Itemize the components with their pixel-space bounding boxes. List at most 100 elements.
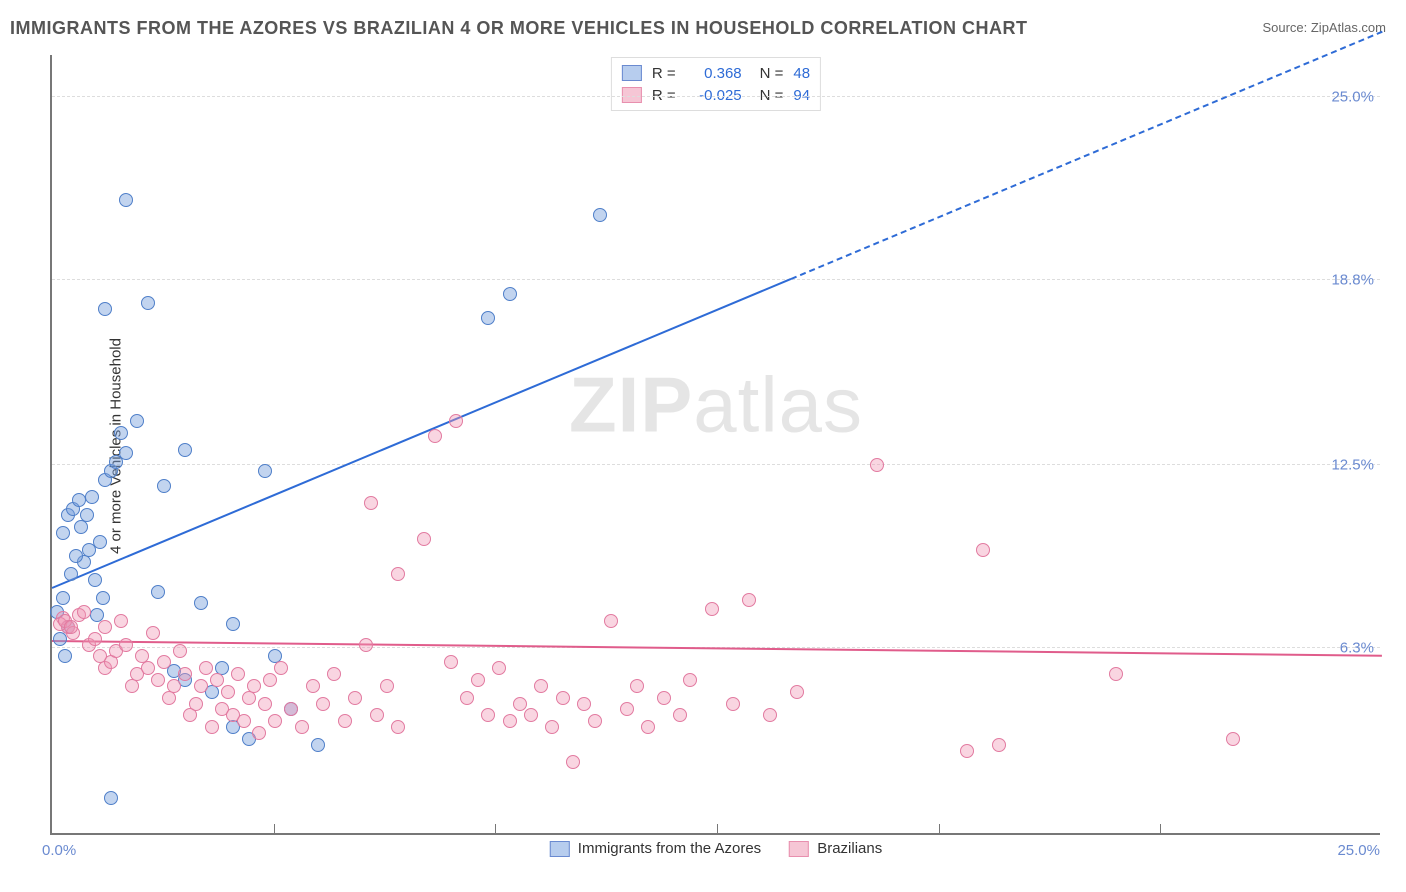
data-point	[226, 617, 240, 631]
source-attribution: Source: ZipAtlas.com	[1262, 20, 1386, 35]
data-point	[593, 208, 607, 222]
data-point	[77, 605, 91, 619]
data-point	[513, 697, 527, 711]
data-point	[178, 443, 192, 457]
data-point	[726, 697, 740, 711]
legend-swatch-brazilians	[622, 87, 642, 103]
legend-label-brazilians: Brazilians	[817, 840, 882, 857]
watermark-light: atlas	[693, 361, 863, 449]
legend-swatch-azores-icon	[550, 841, 570, 857]
data-point	[130, 414, 144, 428]
r-value-azores: 0.368	[686, 65, 742, 82]
r-value-brazilians: -0.025	[686, 87, 742, 104]
data-point	[56, 526, 70, 540]
data-point	[114, 614, 128, 628]
data-point	[58, 649, 72, 663]
data-point	[534, 679, 548, 693]
data-point	[588, 714, 602, 728]
legend-swatch-brazilians-icon	[789, 841, 809, 857]
gridline	[52, 279, 1380, 280]
trend-line	[52, 640, 1382, 657]
data-point	[503, 714, 517, 728]
x-axis-tick	[1160, 824, 1161, 834]
data-point	[56, 591, 70, 605]
legend-swatch-azores	[622, 65, 642, 81]
data-point	[252, 726, 266, 740]
legend-row-azores: R = 0.368 N = 48	[622, 62, 810, 84]
data-point	[189, 697, 203, 711]
n-value-azores: 48	[793, 65, 810, 82]
data-point	[194, 679, 208, 693]
x-axis-min-label: 0.0%	[42, 842, 76, 859]
data-point	[481, 311, 495, 325]
data-point	[119, 193, 133, 207]
data-point	[641, 720, 655, 734]
trend-line	[790, 30, 1382, 279]
gridline	[52, 464, 1380, 465]
data-point	[1226, 732, 1240, 746]
n-label: N =	[760, 87, 784, 104]
data-point	[620, 702, 634, 716]
r-label: R =	[652, 87, 676, 104]
data-point	[673, 708, 687, 722]
watermark-bold: ZIP	[569, 361, 693, 449]
watermark: ZIPatlas	[569, 360, 863, 451]
data-point	[151, 585, 165, 599]
data-point	[98, 620, 112, 634]
n-label: N =	[760, 65, 784, 82]
data-point	[338, 714, 352, 728]
r-label: R =	[652, 65, 676, 82]
data-point	[141, 661, 155, 675]
data-point	[391, 567, 405, 581]
data-point	[221, 685, 235, 699]
data-point	[157, 479, 171, 493]
data-point	[268, 714, 282, 728]
data-point	[503, 287, 517, 301]
data-point	[104, 791, 118, 805]
data-point	[683, 673, 697, 687]
y-axis-tick-label: 12.5%	[1331, 457, 1374, 474]
data-point	[630, 679, 644, 693]
data-point	[64, 620, 78, 634]
data-point	[428, 429, 442, 443]
data-point	[231, 667, 245, 681]
data-point	[194, 596, 208, 610]
data-point	[524, 708, 538, 722]
data-point	[53, 632, 67, 646]
data-point	[119, 638, 133, 652]
legend-item-azores: Immigrants from the Azores	[550, 840, 761, 857]
data-point	[370, 708, 384, 722]
x-axis-tick	[717, 824, 718, 834]
data-point	[167, 679, 181, 693]
x-axis-tick	[274, 824, 275, 834]
data-point	[284, 702, 298, 716]
data-point	[348, 691, 362, 705]
data-point	[992, 738, 1006, 752]
data-point	[359, 638, 373, 652]
data-point	[98, 302, 112, 316]
data-point	[604, 614, 618, 628]
x-axis-tick	[939, 824, 940, 834]
data-point	[481, 708, 495, 722]
data-point	[151, 673, 165, 687]
data-point	[417, 532, 431, 546]
chart-title: IMMIGRANTS FROM THE AZORES VS BRAZILIAN …	[10, 18, 1028, 39]
data-point	[1109, 667, 1123, 681]
data-point	[960, 744, 974, 758]
n-value-brazilians: 94	[793, 87, 810, 104]
data-point	[173, 644, 187, 658]
data-point	[705, 602, 719, 616]
data-point	[327, 667, 341, 681]
data-point	[380, 679, 394, 693]
data-point	[247, 679, 261, 693]
data-point	[72, 493, 86, 507]
data-point	[444, 655, 458, 669]
data-point	[274, 661, 288, 675]
data-point	[566, 755, 580, 769]
data-point	[88, 632, 102, 646]
data-point	[742, 593, 756, 607]
data-point	[306, 679, 320, 693]
data-point	[119, 446, 133, 460]
data-point	[80, 508, 94, 522]
data-point	[460, 691, 474, 705]
